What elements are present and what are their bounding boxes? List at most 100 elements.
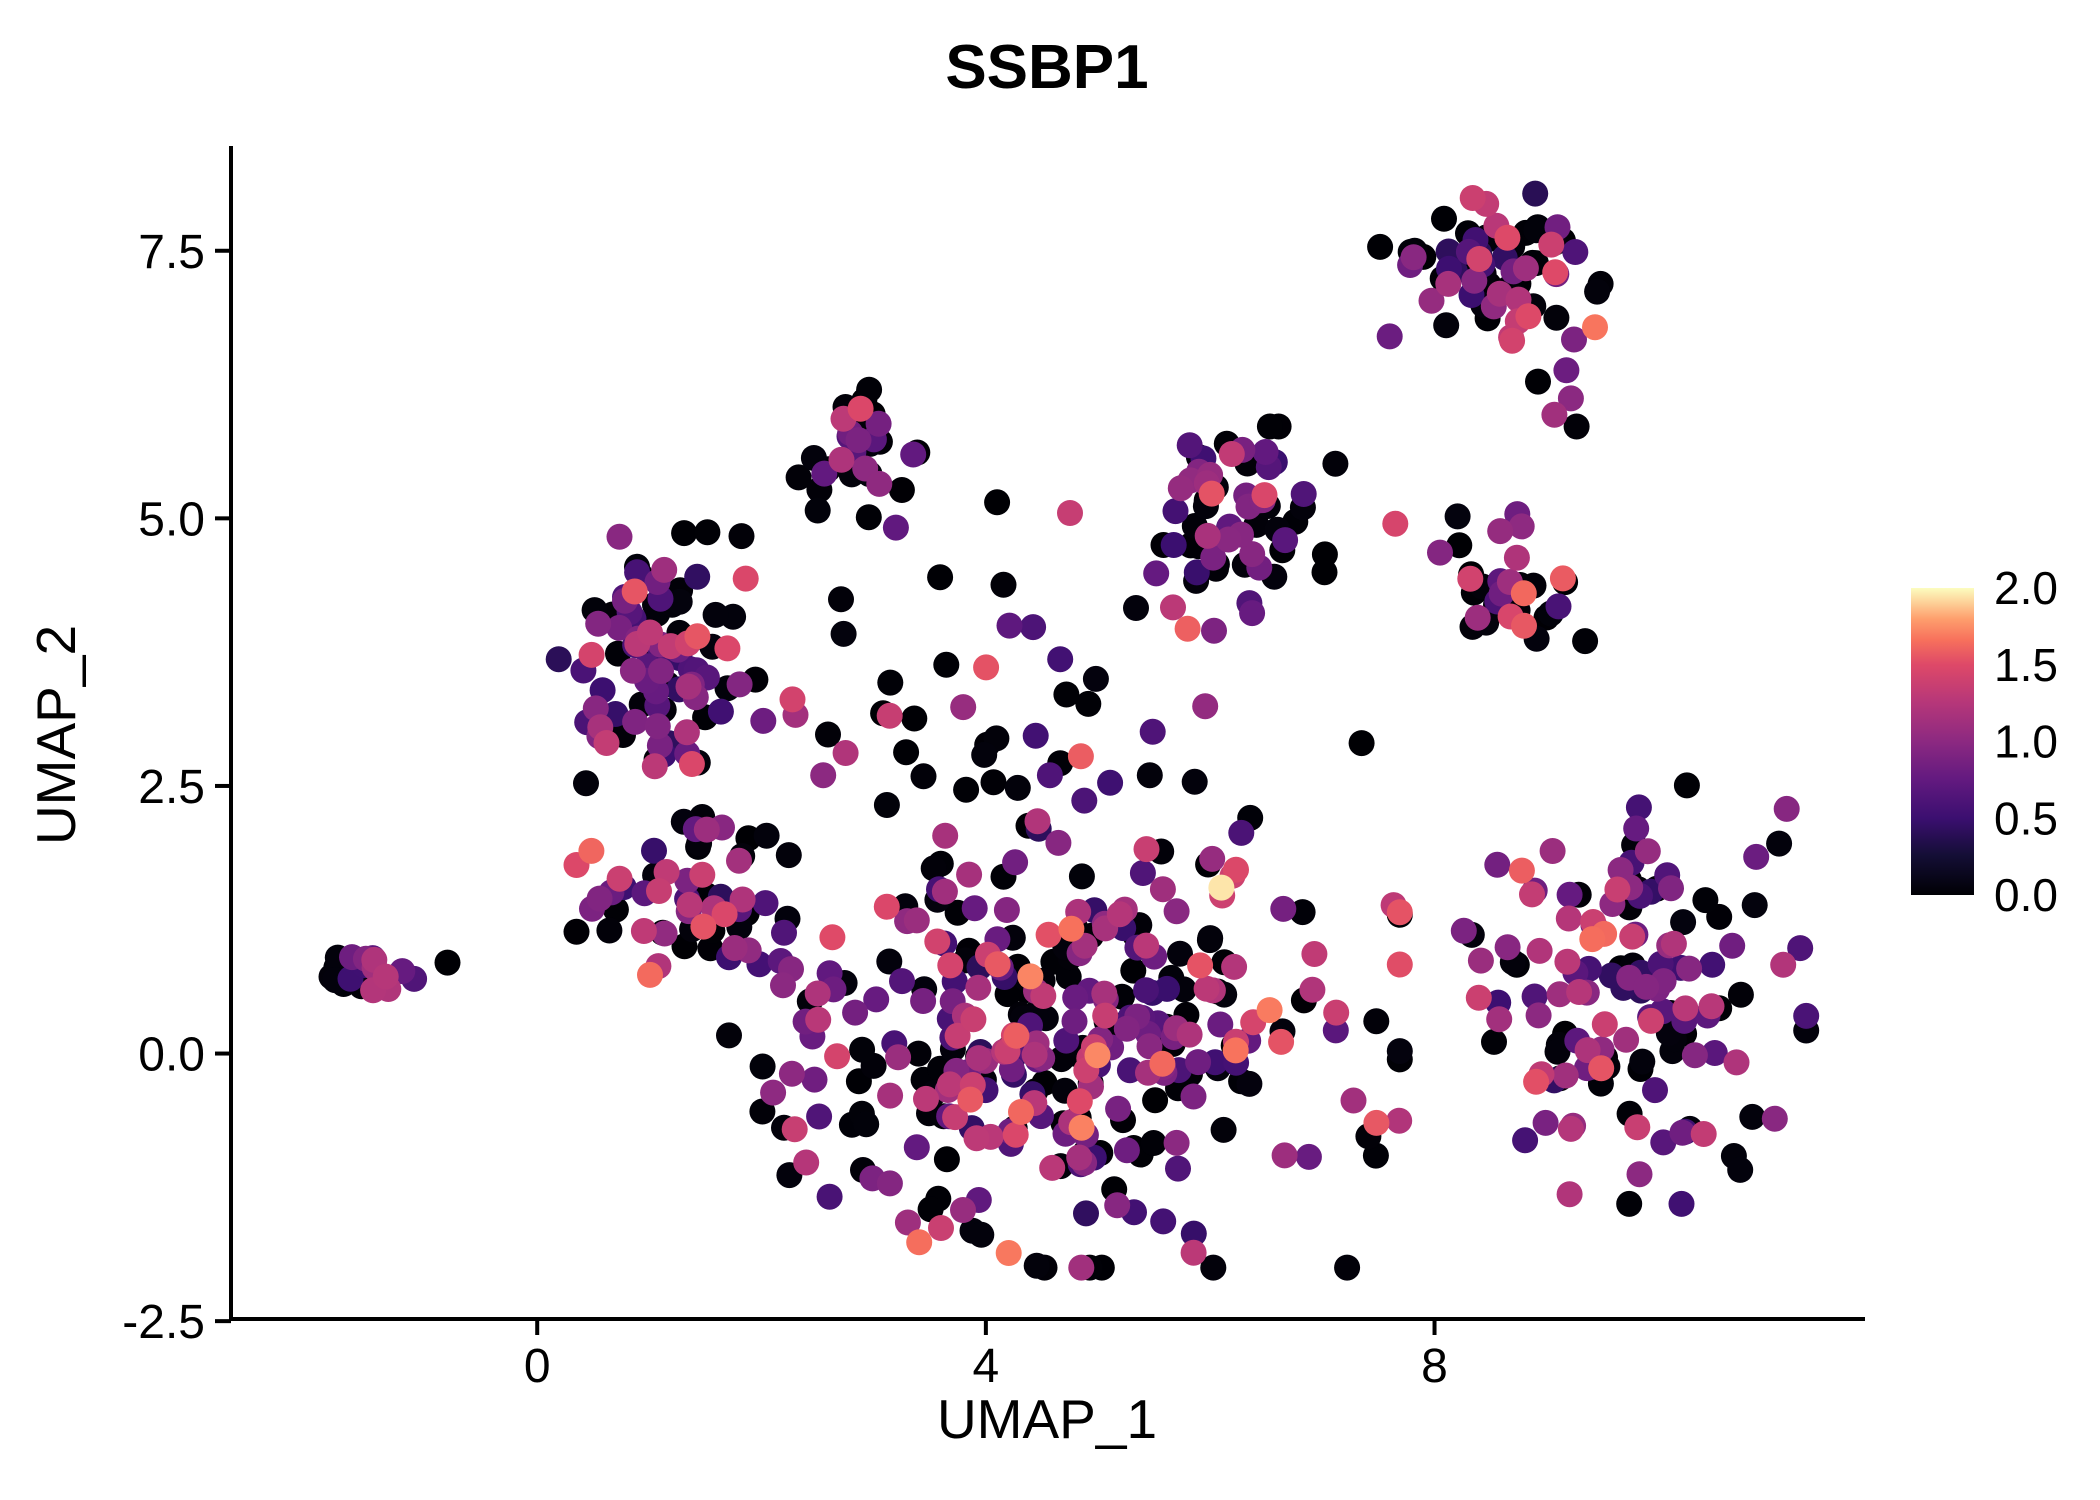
scatter-point <box>1073 1200 1099 1227</box>
scatter-point <box>932 822 959 849</box>
scatter-point <box>1160 532 1187 558</box>
scatter-point <box>578 837 605 864</box>
scatter-point <box>1199 845 1226 872</box>
scatter-point <box>805 1006 832 1033</box>
scatter-point <box>1532 1109 1559 1136</box>
scatter-point <box>1542 259 1569 286</box>
scatter-point <box>1187 952 1214 979</box>
scatter-point <box>1150 1208 1177 1235</box>
scatter-point <box>1201 617 1227 644</box>
scatter-point <box>1301 941 1328 967</box>
scatter-point <box>596 917 623 944</box>
scatter-point <box>1508 857 1535 884</box>
y-tick-label: 0.0 <box>138 1029 205 1082</box>
scatter-point <box>961 895 988 922</box>
scatter-point <box>1030 983 1057 1009</box>
scatter-point <box>1140 1130 1167 1156</box>
scatter-point <box>1047 646 1074 673</box>
scatter-point <box>1486 1006 1513 1033</box>
scatter-point <box>1239 541 1266 568</box>
scatter-point <box>903 1134 930 1161</box>
scatter-point <box>853 1111 880 1138</box>
scatter-point <box>1555 905 1582 932</box>
scatter-point <box>830 620 857 647</box>
scatter-point <box>666 588 693 615</box>
scatter-point <box>1061 1008 1088 1035</box>
scatter-point <box>1566 979 1593 1005</box>
scatter-point <box>1180 1220 1207 1247</box>
scatter-point <box>1793 1002 1820 1029</box>
scatter-point <box>648 658 674 684</box>
scatter-point <box>1418 287 1445 314</box>
scatter-point <box>1557 385 1584 412</box>
scatter-point <box>876 948 903 975</box>
scatter-point <box>1561 326 1587 353</box>
scatter-point <box>585 610 612 637</box>
scatter-point <box>1638 1007 1664 1034</box>
scatter-point <box>1376 323 1403 350</box>
scatter-point <box>1670 909 1697 936</box>
y-tick-label: -2.5 <box>122 1296 205 1349</box>
scatter-point <box>1133 977 1159 1004</box>
scatter-point <box>671 520 698 547</box>
scatter-point <box>933 1146 960 1173</box>
scatter-point <box>1149 1050 1176 1077</box>
scatter-point <box>1174 615 1201 642</box>
scatter-point <box>1208 874 1235 901</box>
scatter-point <box>1154 975 1180 1002</box>
scatter-point <box>1508 513 1535 540</box>
scatter-point <box>707 698 734 725</box>
scatter-point <box>1180 1239 1207 1266</box>
scatter-point <box>1133 932 1160 959</box>
scatter-point <box>750 707 777 734</box>
scatter-point <box>1239 600 1266 627</box>
legend-tick-label: 0.5 <box>1994 792 2058 844</box>
scatter-point <box>1761 1105 1788 1132</box>
scatter-point <box>1658 875 1684 902</box>
scatter-point <box>1433 312 1460 339</box>
scatter-point <box>1604 876 1631 903</box>
scatter-point <box>863 986 890 1013</box>
scatter-point <box>1538 231 1565 258</box>
scatter-points <box>318 180 1820 1281</box>
scatter-point <box>1035 921 1062 948</box>
scatter-point <box>1699 951 1726 978</box>
scatter-point <box>873 792 900 818</box>
scatter-point <box>950 1197 976 1223</box>
scatter-point <box>573 770 599 797</box>
scatter-point <box>641 837 667 864</box>
scatter-point <box>1510 580 1537 607</box>
scatter-point <box>1004 774 1031 801</box>
scatter-point <box>1221 953 1248 980</box>
scatter-point <box>563 918 590 945</box>
scatter-point <box>1075 690 1102 717</box>
scatter-point <box>1289 899 1316 926</box>
scatter-point <box>1549 565 1576 592</box>
scatter-point <box>1681 1042 1708 1069</box>
scatter-point <box>1363 1109 1390 1136</box>
scatter-point <box>1022 722 1049 749</box>
scatter-point <box>1363 1008 1390 1035</box>
scatter-point <box>1690 1121 1717 1147</box>
scatter-point <box>1071 787 1098 814</box>
scatter-point <box>778 1060 805 1087</box>
scatter-point <box>606 523 633 550</box>
scatter-point <box>1623 815 1650 842</box>
scatter-point <box>785 464 812 491</box>
scatter-point <box>819 924 846 951</box>
scatter-point <box>877 669 904 696</box>
scatter-point <box>1057 500 1083 526</box>
scatter-point <box>1523 1068 1550 1095</box>
scatter-point <box>749 1098 776 1125</box>
scatter-point <box>910 763 937 790</box>
scatter-point <box>1002 849 1029 876</box>
x-tick-label: 8 <box>1421 1340 1448 1393</box>
scatter-point <box>651 920 678 947</box>
scatter-point <box>1149 876 1176 903</box>
y-axis-label: UMAP_2 <box>25 625 87 845</box>
scatter-point <box>702 601 729 628</box>
scatter-point <box>1129 860 1156 886</box>
scatter-point <box>1181 768 1208 795</box>
scatter-point <box>1557 1115 1584 1142</box>
